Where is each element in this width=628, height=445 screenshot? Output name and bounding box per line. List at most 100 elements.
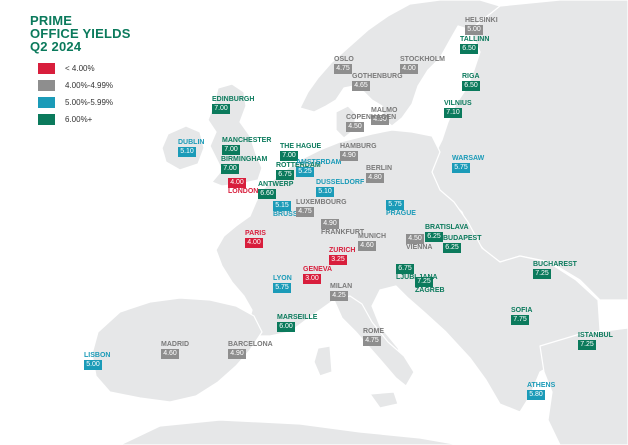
city-value-vienna: 4.50 xyxy=(406,234,424,244)
city-name-bucharest: BUCHAREST xyxy=(533,261,577,268)
city-name-tallinn: TALLINN xyxy=(460,36,490,43)
legend-swatch-green xyxy=(38,114,55,125)
title-line-3: Q2 2024 xyxy=(30,39,82,54)
city-value-gothenburg: 4.65 xyxy=(352,81,370,91)
city-name-athens: ATHENS xyxy=(527,382,556,389)
city-name-riga: RIGA xyxy=(462,73,480,80)
city-value-luxembourg: 4.75 xyxy=(296,207,314,217)
legend-swatch-grey xyxy=(38,80,55,91)
city-value-milan: 4.25 xyxy=(330,291,348,301)
city-value-the-hague: 7.00 xyxy=(280,151,298,161)
city-name-geneva: GENEVA xyxy=(303,266,333,273)
city-value-london: 4.00 xyxy=(228,178,246,188)
city-value-prague: 5.75 xyxy=(386,200,404,210)
city-name-edinburgh: EDINBURGH xyxy=(212,96,255,103)
city-value-madrid: 4.60 xyxy=(161,349,179,359)
city-value-malmo: 4.90 xyxy=(371,115,389,125)
city-value-amsterdam: 5.25 xyxy=(296,167,314,177)
city-name-lyon: LYON xyxy=(273,275,292,282)
city-name-madrid: MADRID xyxy=(161,341,189,348)
land-sardinia xyxy=(313,345,333,377)
city-name-barcelona: BARCELONA xyxy=(228,341,273,348)
city-name-gothenburg: GOTHENBURG xyxy=(352,73,403,80)
city-value-birmingham: 7.00 xyxy=(221,164,239,174)
city-name-rome: ROME xyxy=(363,328,384,335)
city-value-edinburgh: 7.00 xyxy=(212,104,230,114)
city-name-birmingham: BIRMINGHAM xyxy=(221,156,268,163)
city-value-warsaw: 5.75 xyxy=(452,163,470,173)
city-name-rotterdam: ROTTERDAM xyxy=(276,162,321,169)
city-name-bratislava: BRATISLAVA xyxy=(425,224,469,231)
title-line-1: PRIME xyxy=(30,13,73,28)
city-name-milan: MILAN xyxy=(330,283,353,290)
city-name-copenhagen: COPENHAGEN xyxy=(346,114,397,121)
city-value-rotterdam: 6.75 xyxy=(276,170,294,180)
legend-label-grey: 4.00%-4.99% xyxy=(65,81,114,90)
city-name-budapest: BUDAPEST xyxy=(443,235,482,242)
city-name-zurich: ZURICH xyxy=(329,247,356,254)
city-value-riga: 6.50 xyxy=(462,81,480,91)
city-value-geneva: 3.00 xyxy=(303,274,321,284)
city-value-stockholm: 4.00 xyxy=(400,64,418,74)
city-name-warsaw: WARSAW xyxy=(452,155,485,162)
city-value-zurich: 3.25 xyxy=(329,255,347,265)
city-value-oslo: 4.75 xyxy=(334,64,352,74)
city-value-manchester: 7.00 xyxy=(222,145,240,155)
city-value-istanbul: 7.25 xyxy=(578,340,596,350)
city-name-prague: PRAGUE xyxy=(386,210,416,217)
city-name-marseille: MARSEILLE xyxy=(277,314,318,321)
city-name-stockholm: STOCKHOLM xyxy=(400,56,445,63)
legend-swatch-teal xyxy=(38,97,55,108)
land-sicily xyxy=(369,391,399,409)
city-name-munich: MUNICH xyxy=(358,233,386,240)
city-value-bratislava: 6.25 xyxy=(425,232,443,242)
city-name-istanbul: ISTANBUL xyxy=(578,332,613,339)
legend-swatch-red xyxy=(38,63,55,74)
city-name-london: LONDON xyxy=(228,188,259,195)
city-name-lisbon: LISBON xyxy=(84,352,111,359)
city-value-rome: 4.75 xyxy=(363,336,381,346)
city-name-paris: PARIS xyxy=(245,230,266,237)
city-value-dublin: 5.10 xyxy=(178,147,196,157)
city-name-berlin: BERLIN xyxy=(366,165,393,172)
title-line-2: OFFICE YIELDS xyxy=(30,26,131,41)
city-value-zagreb: 7.25 xyxy=(415,277,433,287)
city-name-amsterdam: AMSTERDAM xyxy=(296,159,342,166)
city-name-brussels: BRUSSELS xyxy=(273,211,312,218)
city-value-sofia: 7.75 xyxy=(511,315,529,325)
city-name-oslo: OSLO xyxy=(334,56,354,63)
city-value-copenhagen: 4.50 xyxy=(346,122,364,132)
land-north-africa xyxy=(119,419,461,445)
city-value-frankfurt: 4.90 xyxy=(321,219,339,229)
city-value-dusseldorf: 5.10 xyxy=(316,187,334,197)
city-value-berlin: 4.80 xyxy=(366,173,384,183)
city-value-barcelona: 4.90 xyxy=(228,349,246,359)
city-name-malmo: MALMO xyxy=(371,107,398,114)
land-turkey xyxy=(539,327,628,445)
city-value-bucharest: 7.25 xyxy=(533,269,551,279)
city-value-vilnius: 7.10 xyxy=(444,108,462,118)
legend-label-red: < 4.00% xyxy=(65,64,95,73)
legend-label-green: 6.00%+ xyxy=(65,115,93,124)
city-name-dusseldorf: DUSSELDORF xyxy=(316,179,365,186)
city-value-brussels: 5.15 xyxy=(273,201,291,211)
city-value-munich: 4.60 xyxy=(358,241,376,251)
city-name-vienna: VIENNA xyxy=(406,244,433,251)
city-value-ljubljana: 6.75 xyxy=(396,264,414,274)
city-name-luxembourg: LUXEMBOURG xyxy=(296,199,347,206)
city-value-paris: 4.00 xyxy=(245,238,263,248)
city-value-lisbon: 5.00 xyxy=(84,360,102,370)
city-name-zagreb: ZAGREB xyxy=(415,287,445,294)
city-name-manchester: MANCHESTER xyxy=(222,137,272,144)
city-value-tallinn: 6.50 xyxy=(460,44,478,54)
city-name-helsinki: HELSINKI xyxy=(465,17,498,24)
city-name-antwerp: ANTWERP xyxy=(258,181,294,188)
city-value-athens: 5.80 xyxy=(527,390,545,400)
city-value-hamburg: 4.90 xyxy=(340,151,358,161)
city-value-budapest: 6.25 xyxy=(443,243,461,253)
city-value-helsinki: 5.00 xyxy=(465,25,483,35)
city-name-the-hague: THE HAGUE xyxy=(280,143,322,150)
city-value-lyon: 5.75 xyxy=(273,283,291,293)
city-name-dublin: DUBLIN xyxy=(178,139,205,146)
